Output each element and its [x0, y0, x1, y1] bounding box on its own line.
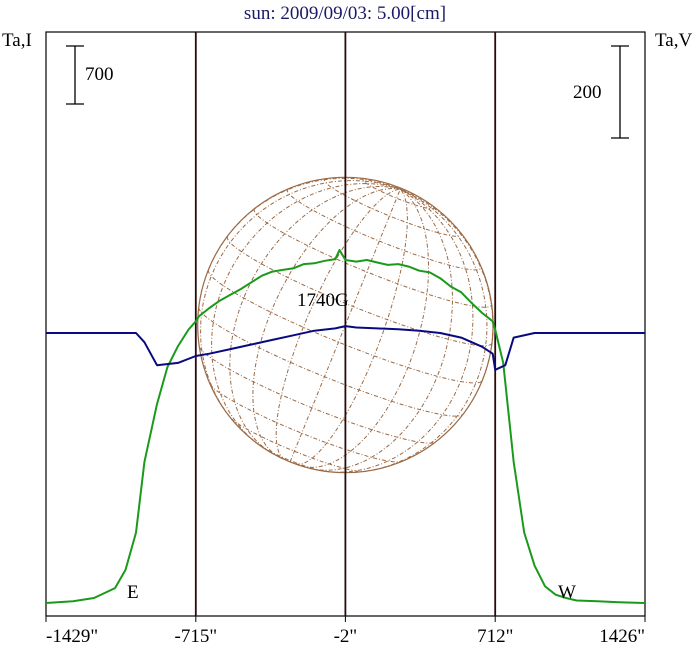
intensity-scale-bar	[66, 45, 84, 105]
limb-markers	[194, 32, 497, 616]
polarization-scale-bar	[611, 45, 629, 139]
latitude-line	[230, 417, 364, 473]
latitude-line	[323, 178, 463, 237]
longitude-line	[289, 188, 401, 463]
longitude-line	[322, 188, 474, 473]
series-group	[45, 249, 646, 604]
left-axis-label: Ta,I	[2, 30, 32, 51]
x-tick-label: -2"	[334, 626, 358, 647]
x-tick-label: -715"	[175, 626, 218, 647]
longitude-line	[211, 183, 401, 447]
latitude-line	[198, 307, 464, 417]
latitude-line	[362, 178, 435, 210]
x-tick-label: 712"	[477, 626, 513, 647]
x-axis: -1429" -715" -2" 712" 1426"	[45, 616, 646, 647]
latitude-line	[286, 188, 482, 271]
intensity-scale-label: 700	[85, 64, 114, 85]
longitude-line	[275, 188, 401, 460]
latitude-line	[226, 236, 493, 347]
polarization-scale-label: 200	[573, 82, 602, 103]
latitude-line	[253, 208, 493, 308]
longitude-line	[200, 180, 401, 425]
longitude-line	[252, 187, 401, 458]
intensity-series-line	[45, 249, 646, 604]
west-label: W	[558, 582, 576, 603]
longitude-line	[300, 188, 429, 468]
right-axis-label: Ta,V	[655, 30, 692, 51]
field-label: 1740G	[297, 290, 349, 311]
longitude-line	[295, 188, 408, 465]
longitude-line	[229, 185, 401, 453]
x-tick-label: 1426"	[599, 626, 645, 647]
polarization-series-line	[46, 325, 645, 371]
latitude-line	[209, 384, 402, 463]
chart-title: sun: 2009/09/03: 5.00[cm]	[244, 3, 446, 24]
latitude-line	[198, 346, 436, 444]
x-tick-label: -1429"	[46, 626, 98, 647]
east-label: E	[127, 582, 139, 603]
